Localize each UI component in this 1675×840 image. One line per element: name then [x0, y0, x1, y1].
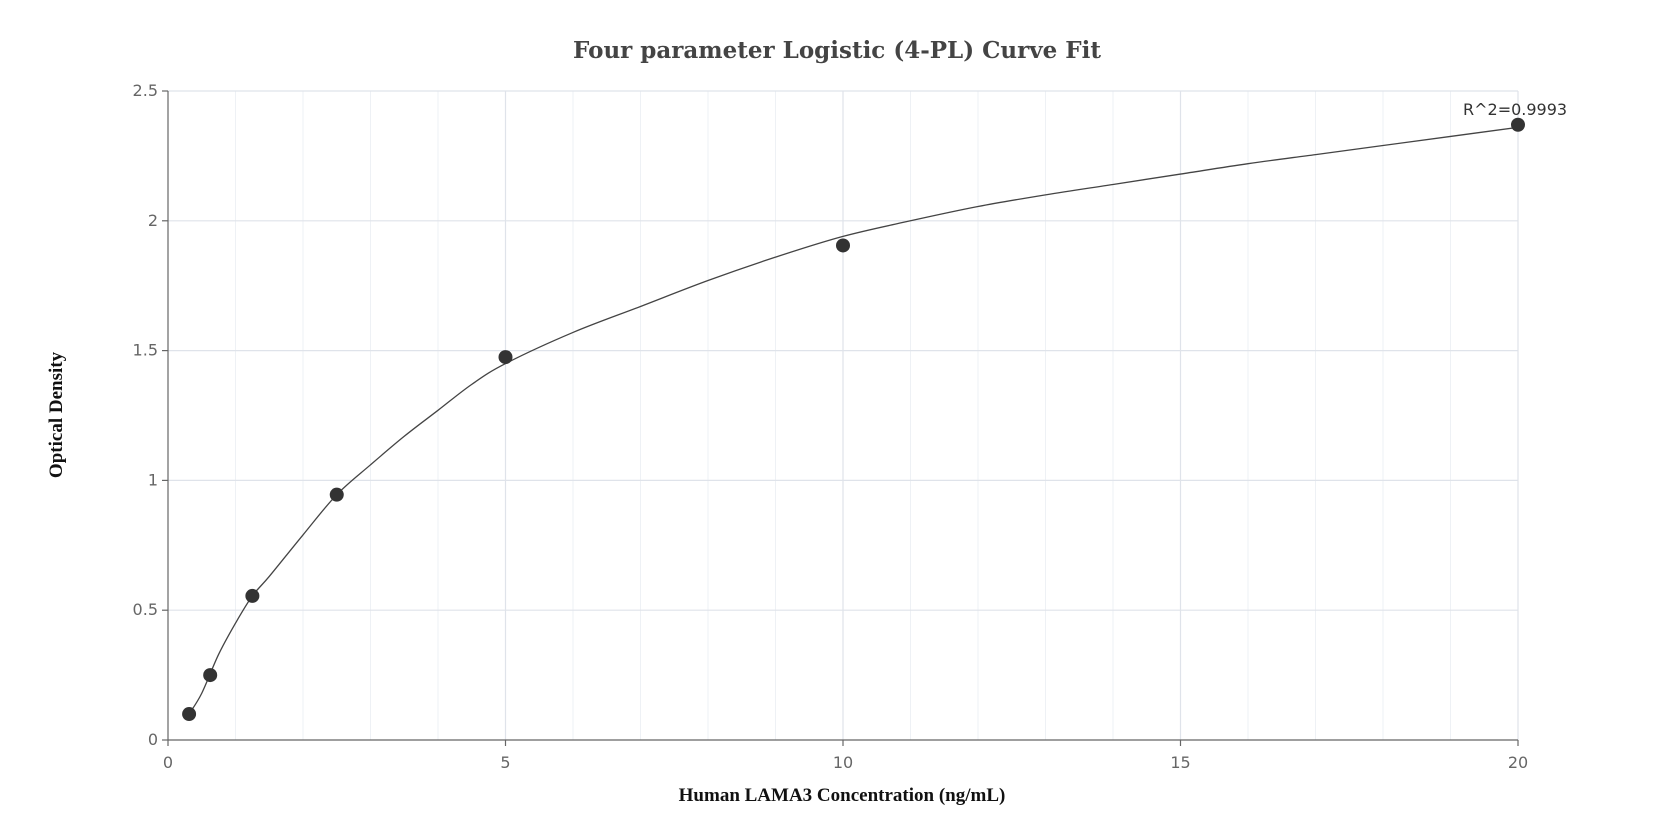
r-squared-annotation: R^2=0.9993: [1463, 100, 1567, 119]
y-tick-label: 2.5: [133, 81, 158, 100]
x-tick-label: 10: [833, 753, 853, 772]
y-tick-label: 0: [148, 730, 158, 749]
y-tick-label: 2: [148, 211, 158, 230]
fit-curve: [188, 126, 1519, 715]
y-tick-label: 1: [148, 470, 158, 489]
data-point: [498, 350, 513, 365]
x-tick-label: 5: [500, 753, 510, 772]
y-axis-label: Optical Density: [46, 351, 67, 478]
tick-labels: 0 5 10 15 20 0 0.5 1 1.5 2 2.5: [133, 81, 1529, 772]
data-point: [245, 588, 260, 603]
y-tick-label: 1.5: [133, 341, 158, 360]
data-points: [182, 117, 1525, 722]
y-tick-label: 0.5: [133, 600, 158, 619]
axes: [162, 90, 1519, 746]
x-tick-label: 20: [1508, 753, 1528, 772]
data-point: [329, 487, 344, 502]
grid: [168, 90, 1519, 740]
data-point: [182, 707, 197, 722]
chart-title: Four parameter Logistic (4-PL) Curve Fit: [573, 37, 1101, 64]
data-point: [836, 238, 850, 253]
x-axis-label: Human LAMA3 Concentration (ng/mL): [679, 785, 1006, 806]
data-point: [1511, 117, 1525, 132]
data-point: [203, 668, 218, 683]
x-tick-label: 0: [163, 753, 173, 772]
x-tick-label: 15: [1170, 753, 1190, 772]
